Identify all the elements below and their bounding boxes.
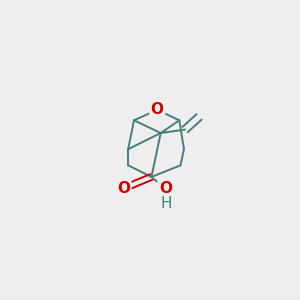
Text: O: O [117,181,130,196]
Text: O: O [159,181,172,196]
Text: H: H [161,196,172,211]
Text: O: O [151,102,164,117]
